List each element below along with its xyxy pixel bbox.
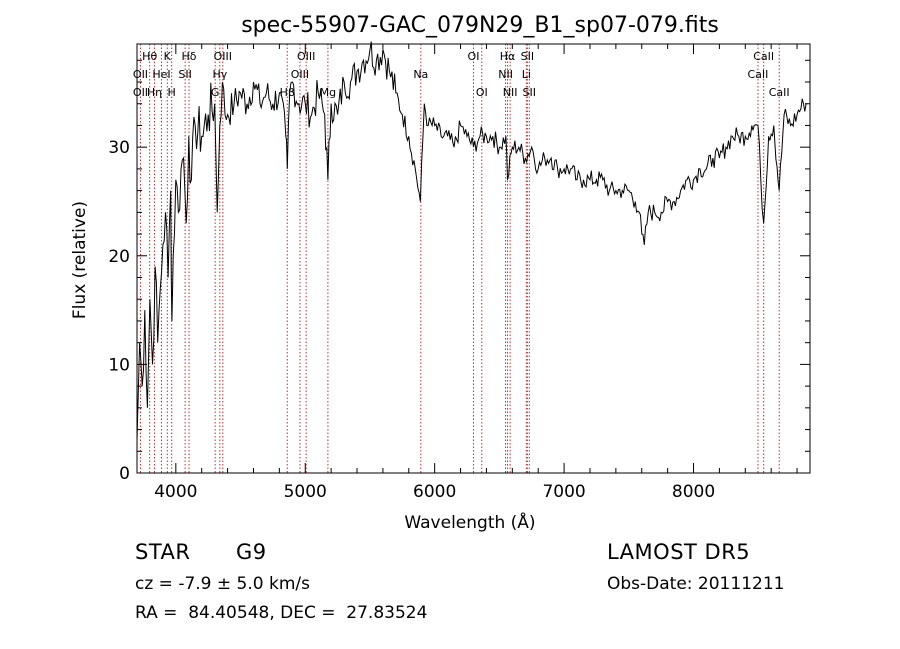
- line-label-7: Hδ: [182, 50, 197, 63]
- chart-title: spec-55907-GAC_079N29_B1_sp07-079.fits: [241, 13, 719, 38]
- line-label-9: OIII: [214, 50, 232, 63]
- line-label-3: Hη: [147, 86, 162, 99]
- line-label-14: OIII: [297, 50, 315, 63]
- x-tick-label: 8000: [672, 482, 715, 502]
- line-label-22: SII: [521, 50, 534, 63]
- line-label-11: G: [211, 86, 220, 99]
- line-label-27: CaII: [769, 86, 790, 99]
- x-tick-label: 6000: [413, 482, 456, 502]
- coordinates: RA = 84.40548, DEC = 27.83524: [135, 603, 428, 623]
- object-subclass: G9: [236, 540, 267, 564]
- line-label-16: Na: [413, 68, 428, 81]
- y-tick-label: 0: [119, 464, 130, 484]
- x-tick-label: 4000: [154, 482, 197, 502]
- line-label-21: NII: [503, 86, 518, 99]
- object-class: STAR: [135, 540, 191, 564]
- line-label-5: K: [164, 50, 172, 63]
- axis-tick-labels: 4000 5000 6000 7000 8000 0 10 20 30: [108, 138, 715, 502]
- x-tick-label: 5000: [284, 482, 327, 502]
- line-label-8: SII: [178, 68, 191, 81]
- y-axis-label: Flux (relative): [70, 201, 90, 319]
- line-label-17: OI: [468, 50, 480, 63]
- y-tick-label: 30: [108, 138, 130, 158]
- line-label-1: OII: [133, 68, 148, 81]
- line-label-15: Mg: [320, 86, 336, 99]
- line-label-12: Hβ: [280, 86, 295, 99]
- y-tick-label: 20: [108, 247, 130, 267]
- line-label-0: Hθ: [142, 50, 157, 63]
- plot-frame: [136, 43, 811, 474]
- line-label-10: Hγ: [212, 68, 227, 81]
- line-label-4: HeI: [152, 68, 170, 81]
- observation-date: Obs-Date: 20111211: [607, 574, 785, 594]
- line-label-26: CaII: [748, 68, 769, 81]
- line-label-13: OIII: [291, 68, 309, 81]
- axis-ticks: [137, 44, 810, 474]
- spectrum-line: [136, 41, 808, 441]
- line-label-6: H: [168, 86, 176, 99]
- spectral-line-markers: [139, 44, 780, 473]
- x-axis-label: Wavelength (Å): [404, 511, 535, 533]
- line-label-18: OI: [476, 86, 488, 99]
- line-label-24: SII: [523, 86, 536, 99]
- line-label-23: Li: [522, 68, 531, 81]
- line-label-19: Hα: [500, 50, 516, 63]
- survey-name: LAMOST DR5: [607, 540, 751, 564]
- line-label-25: CaII: [753, 50, 774, 63]
- y-tick-label: 10: [108, 355, 130, 375]
- line-label-20: NII: [498, 68, 513, 81]
- redshift-cz: cz = -7.9 ± 5.0 km/s: [135, 574, 310, 594]
- x-tick-label: 7000: [542, 482, 585, 502]
- line-label-2: OII: [133, 86, 148, 99]
